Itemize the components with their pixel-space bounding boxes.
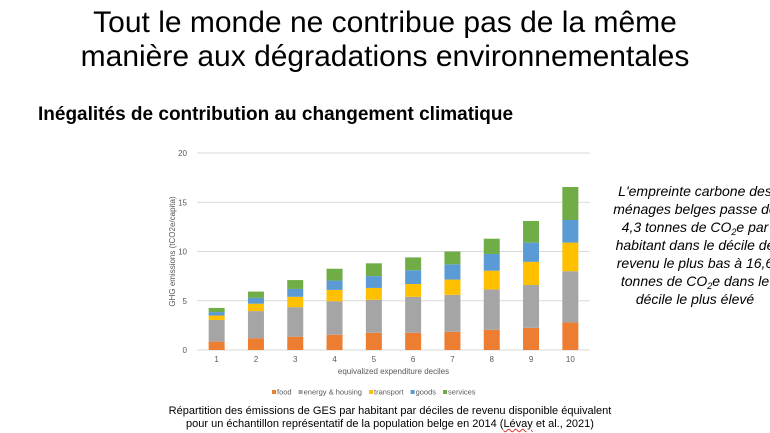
bar-segment-transport	[444, 279, 461, 295]
bar-segment-services	[483, 238, 500, 254]
x-tick-label: 10	[566, 355, 575, 364]
bar-segment-services	[326, 268, 343, 281]
bar-segment-transport	[287, 296, 304, 308]
x-tick-label: 2	[254, 355, 259, 364]
bar-segment-food	[287, 336, 304, 350]
bar-segment-services	[444, 251, 461, 265]
caption-author: Lévay	[503, 418, 533, 430]
bar-segment-services	[562, 186, 579, 220]
bar-segment-food	[405, 332, 422, 350]
bar-segment-energy-housing	[405, 296, 422, 333]
slide-subtitle: Inégalités de contribution au changement…	[38, 104, 514, 125]
caption-text-end: et al., 2021)	[532, 418, 594, 430]
x-tick-label: 1	[214, 355, 219, 364]
bar-segment-energy-housing	[483, 289, 500, 330]
bar-segment-services	[287, 280, 304, 289]
bar-segment-energy-housing	[287, 307, 304, 337]
x-tick-label: 9	[529, 355, 534, 364]
x-tick-label: 3	[293, 355, 298, 364]
bar-segment-energy-housing	[523, 284, 540, 328]
caption-line-1: Répartition des émissions de GES par hab…	[168, 405, 612, 417]
bar-segment-goods	[444, 264, 461, 280]
y-tick-label: 0	[183, 346, 188, 355]
bar-segment-food	[208, 341, 225, 350]
slide-title: Tout le monde ne contribue pas de la mêm…	[0, 6, 770, 74]
bar-segment-services	[523, 220, 540, 243]
bar-segment-goods	[523, 242, 540, 262]
title-line-1: Tout le monde ne contribue pas de la mêm…	[93, 6, 677, 39]
legend-label: transport	[374, 388, 405, 397]
bar-segment-services	[208, 307, 225, 313]
legend-swatch	[272, 390, 276, 394]
y-tick-label: 20	[178, 149, 187, 158]
side-note: L'empreinte carbone des ménages belges p…	[612, 182, 770, 308]
bar-segment-transport	[405, 284, 422, 297]
legend-label: food	[277, 388, 292, 397]
y-axis-title: GHG emissions (tCO2e/capita)	[168, 196, 177, 307]
note-part-1: L'empreinte carbone des ménages belges p…	[613, 183, 770, 235]
bar-segment-transport	[365, 287, 382, 300]
bar-segment-transport	[562, 242, 579, 272]
bar-segment-energy-housing	[562, 271, 579, 323]
note-subscript-1: 2	[731, 227, 737, 237]
bar-segment-transport	[326, 289, 343, 302]
bar-segment-transport	[483, 270, 500, 290]
bar-segment-goods	[483, 253, 500, 271]
bar-segment-energy-housing	[208, 319, 225, 342]
note-part-3: e dans le décile le plus élevé	[635, 273, 770, 307]
bar-segment-food	[523, 327, 540, 350]
bar-segment-food	[326, 334, 343, 350]
bar-segment-goods	[562, 219, 579, 243]
legend-swatch	[443, 390, 448, 394]
bar-segment-goods	[326, 280, 343, 290]
legend-label: goods	[416, 388, 437, 397]
y-tick-label: 15	[178, 198, 187, 207]
bar-segment-food	[483, 329, 500, 350]
bar-segment-goods	[287, 288, 304, 297]
bar-segment-energy-housing	[365, 299, 382, 333]
caption-text: pour un échantillon représentatif de la …	[186, 418, 504, 430]
bar-segment-services	[247, 291, 264, 298]
caption-line-2: pour un échantillon représentatif de la …	[150, 418, 630, 431]
title-line-2: manière aux dégradations environnemental…	[80, 40, 690, 73]
bar-segment-goods	[208, 312, 225, 316]
bar-segment-energy-housing	[247, 311, 264, 339]
legend-label: energy & housing	[304, 388, 362, 397]
bar-segment-transport	[208, 315, 225, 320]
bar-segment-food	[444, 331, 461, 350]
note-subscript-2: 2	[707, 281, 713, 291]
chart-caption: Répartition des émissions de GES par hab…	[150, 405, 630, 431]
note-part-2: e par habitant dans le décile de revenu …	[615, 219, 770, 289]
bar-segment-goods	[365, 276, 382, 288]
y-tick-label: 10	[178, 248, 187, 257]
bar-segment-energy-housing	[444, 294, 461, 332]
legend-swatch	[298, 390, 303, 394]
legend-swatch	[368, 390, 373, 394]
x-tick-label: 4	[332, 355, 337, 364]
x-tick-label: 8	[490, 355, 495, 364]
bar-segment-services	[365, 263, 382, 277]
y-tick-label: 5	[183, 297, 188, 306]
x-tick-label: 5	[372, 355, 377, 364]
bar-segment-goods	[247, 297, 264, 304]
x-tick-label: 6	[411, 355, 416, 364]
legend-swatch	[410, 390, 415, 394]
legend-label: services	[448, 388, 476, 397]
bar-segment-transport	[523, 261, 540, 285]
bar-segment-food	[247, 338, 264, 350]
bar-segment-energy-housing	[326, 301, 343, 335]
bar-segment-transport	[247, 303, 264, 312]
bar-segment-services	[405, 257, 422, 271]
x-tick-label: 7	[450, 355, 455, 364]
bar-segment-food	[365, 332, 382, 350]
bar-segment-food	[562, 322, 579, 350]
x-axis-title: equivalized expenditure deciles	[338, 367, 449, 376]
bar-segment-goods	[405, 270, 422, 285]
